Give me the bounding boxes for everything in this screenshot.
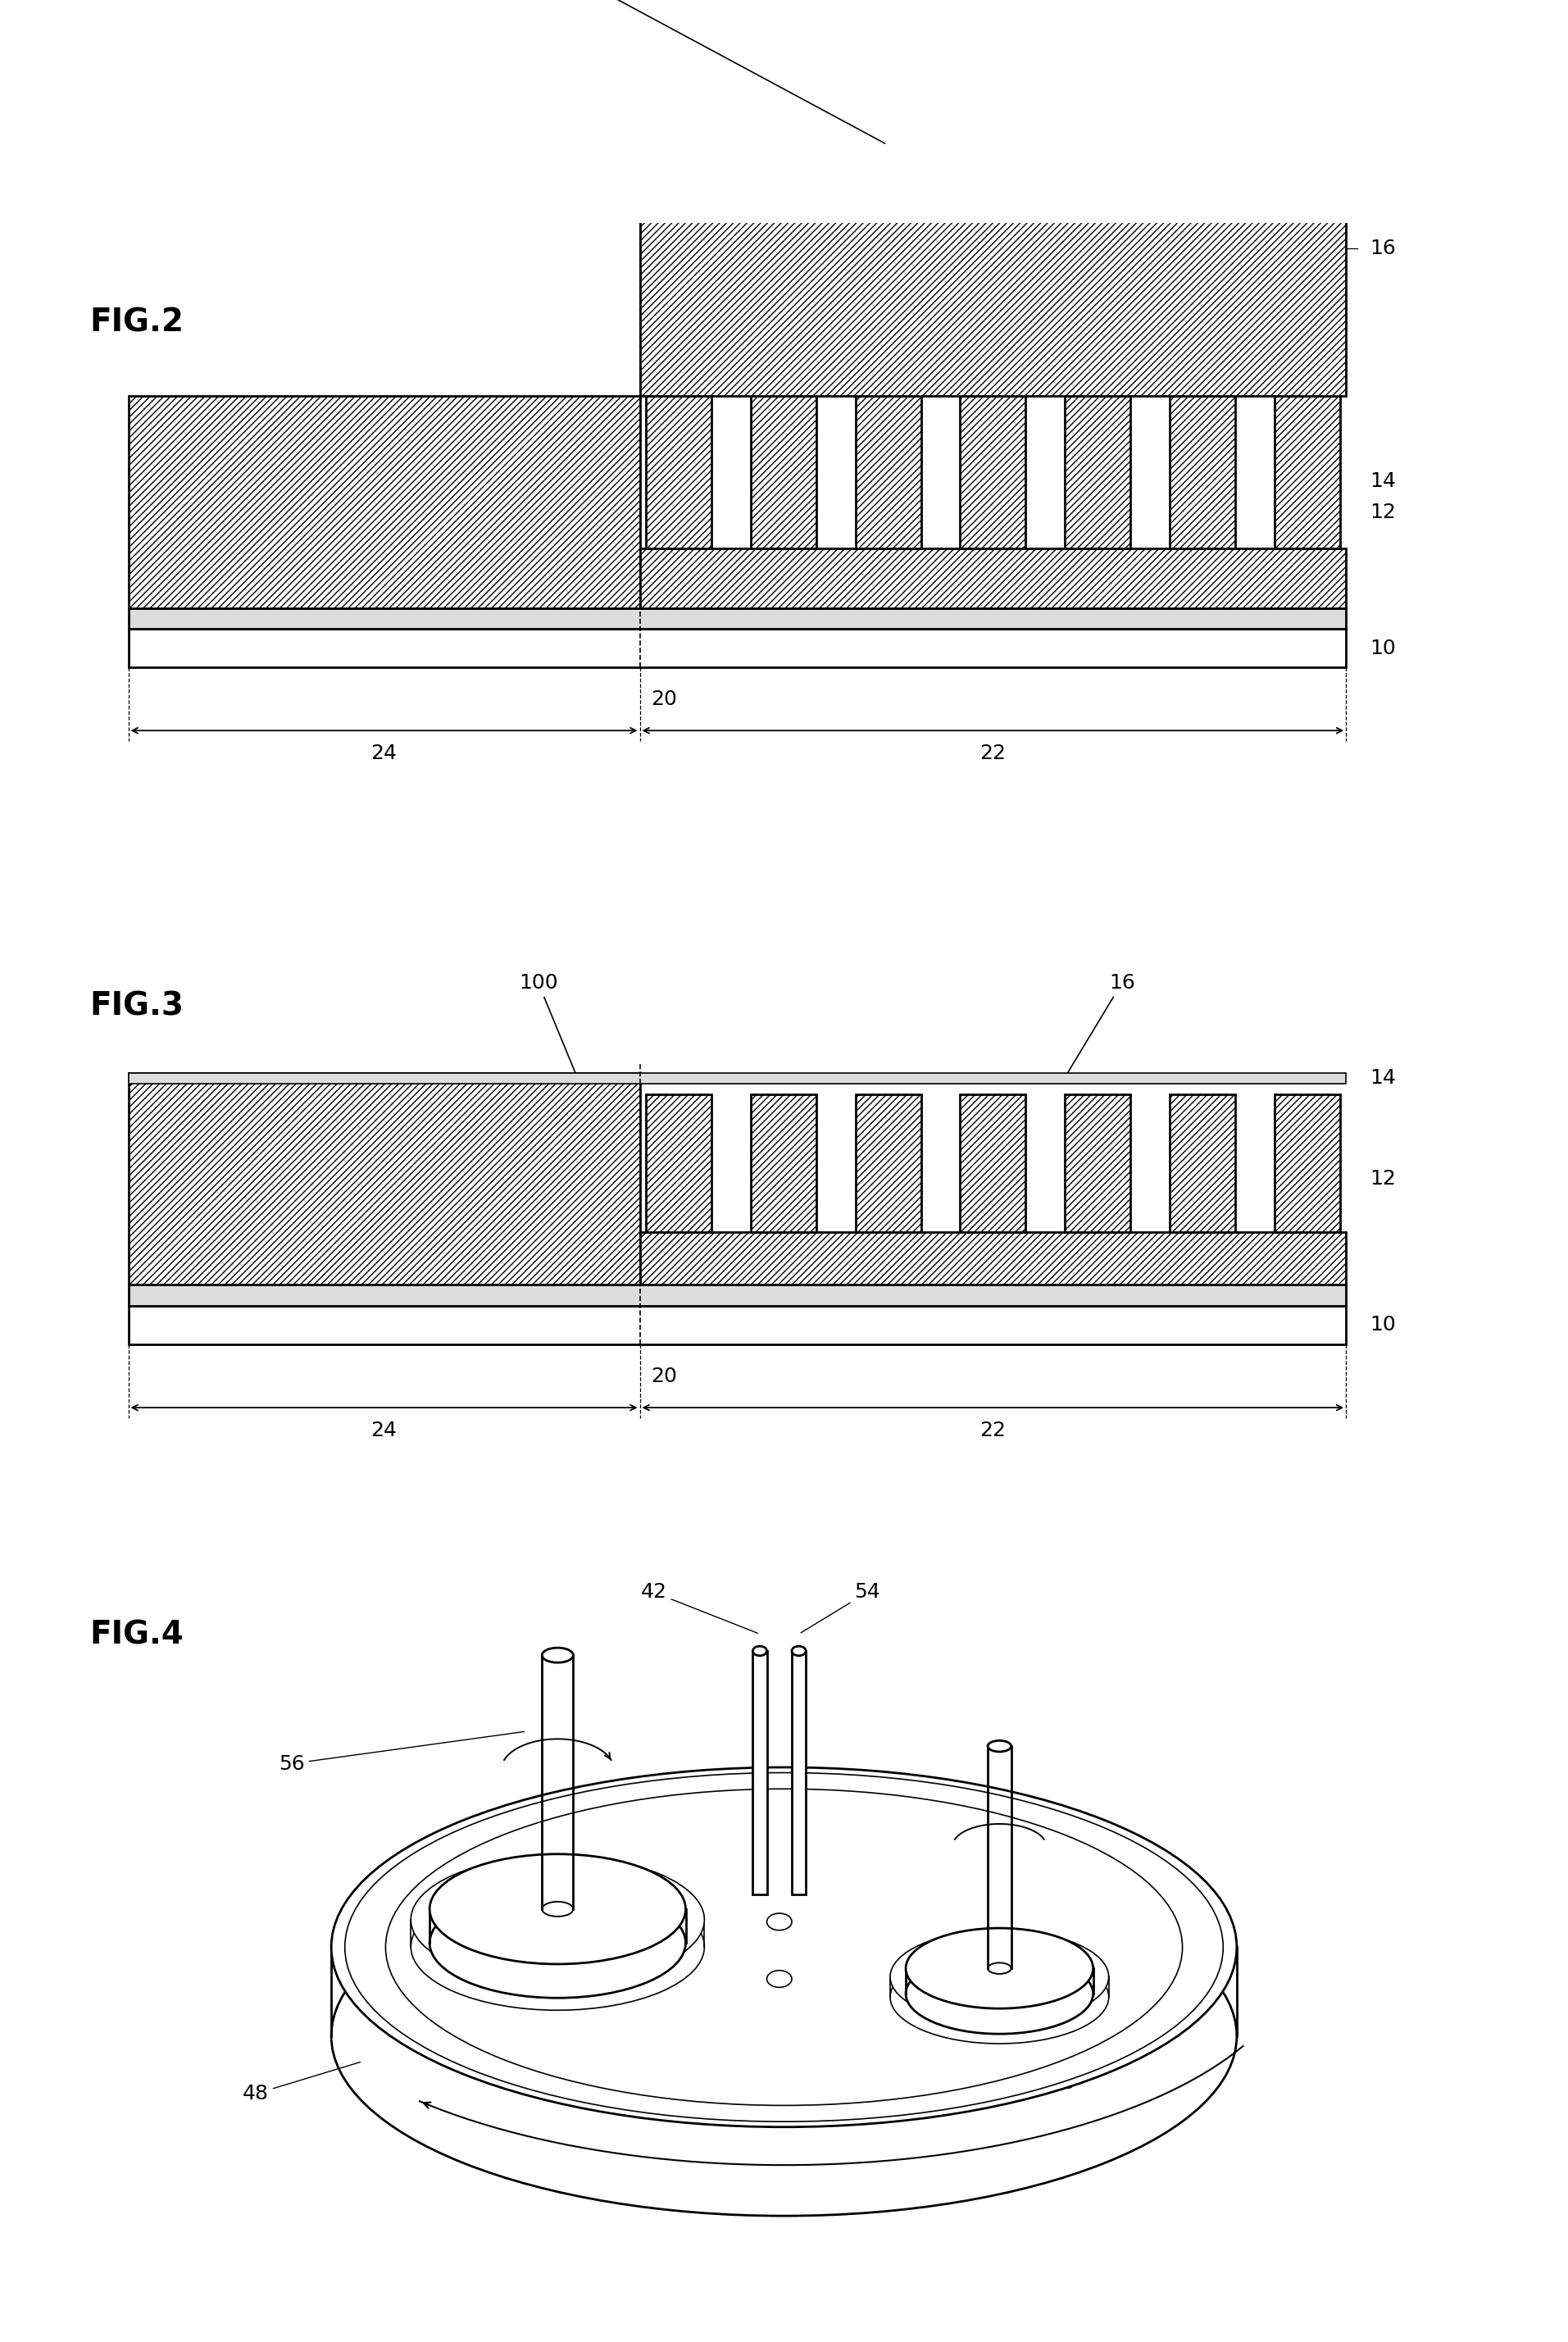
Bar — [129, 1073, 640, 1286]
Bar — [960, 1094, 1025, 1232]
Ellipse shape — [792, 1646, 806, 1656]
Ellipse shape — [331, 1857, 1237, 2216]
Ellipse shape — [411, 1883, 704, 2009]
Bar — [129, 1073, 1345, 1084]
Ellipse shape — [767, 1913, 792, 1930]
Bar — [640, 101, 1345, 396]
Text: 14: 14 — [1369, 1068, 1396, 1087]
Bar — [646, 1094, 712, 1232]
Bar — [646, 396, 712, 548]
Text: 24: 24 — [372, 1419, 397, 1440]
Ellipse shape — [331, 1768, 1237, 2127]
Text: FIG.4: FIG.4 — [89, 1618, 183, 1651]
Text: 54: 54 — [801, 1583, 880, 1632]
Ellipse shape — [906, 1953, 1093, 2033]
Bar — [640, 1232, 1345, 1286]
Bar — [129, 630, 1345, 667]
Bar — [129, 609, 1345, 630]
Text: 52: 52 — [1110, 1899, 1204, 1977]
Ellipse shape — [906, 1927, 1093, 2009]
Bar — [640, 548, 1345, 609]
Bar — [960, 396, 1025, 548]
Text: 42: 42 — [641, 1583, 757, 1632]
Bar — [1170, 1094, 1236, 1232]
Ellipse shape — [411, 1857, 704, 1984]
Bar — [751, 396, 817, 548]
Text: 22: 22 — [980, 1419, 1007, 1440]
Ellipse shape — [891, 1930, 1109, 2023]
Ellipse shape — [988, 1963, 1011, 1974]
Bar — [129, 1286, 1345, 1307]
Bar — [1275, 1094, 1339, 1232]
Bar — [792, 1651, 806, 1895]
Bar — [753, 1651, 767, 1895]
Bar — [856, 1094, 920, 1232]
Ellipse shape — [430, 1888, 685, 1998]
Bar — [1065, 1094, 1131, 1232]
Ellipse shape — [891, 1951, 1109, 2045]
Text: FIG.3: FIG.3 — [89, 991, 183, 1021]
Text: FIG.2: FIG.2 — [89, 307, 183, 340]
Text: 20: 20 — [651, 691, 677, 710]
Text: 100: 100 — [558, 0, 884, 143]
Ellipse shape — [430, 1855, 685, 1965]
Text: 10: 10 — [1369, 639, 1396, 658]
Text: 50: 50 — [978, 2016, 1074, 2094]
Ellipse shape — [543, 1649, 574, 1663]
Bar — [1065, 396, 1131, 548]
Bar — [129, 1307, 1345, 1344]
Text: 46: 46 — [782, 1977, 808, 2098]
Text: 22: 22 — [980, 742, 1007, 763]
Text: 16: 16 — [1369, 239, 1396, 258]
Text: 10: 10 — [1369, 1316, 1396, 1335]
Ellipse shape — [753, 1646, 767, 1656]
Ellipse shape — [767, 1970, 792, 1988]
Text: 56: 56 — [279, 1731, 524, 1773]
Bar — [751, 1094, 817, 1232]
Text: 24: 24 — [372, 742, 397, 763]
Text: 16: 16 — [1065, 974, 1135, 1077]
Bar — [856, 396, 920, 548]
Bar — [129, 396, 640, 609]
Text: 48: 48 — [243, 2061, 361, 2103]
Bar — [1275, 396, 1339, 548]
Text: 100: 100 — [519, 974, 646, 1246]
Ellipse shape — [988, 1740, 1011, 1752]
Text: 44: 44 — [649, 1927, 770, 2077]
Ellipse shape — [543, 1902, 574, 1916]
Text: 14: 14 — [1369, 471, 1396, 492]
Text: 20: 20 — [651, 1368, 677, 1386]
Text: 12: 12 — [1369, 504, 1396, 522]
Text: 12: 12 — [1369, 1169, 1396, 1190]
Bar — [1170, 396, 1236, 548]
